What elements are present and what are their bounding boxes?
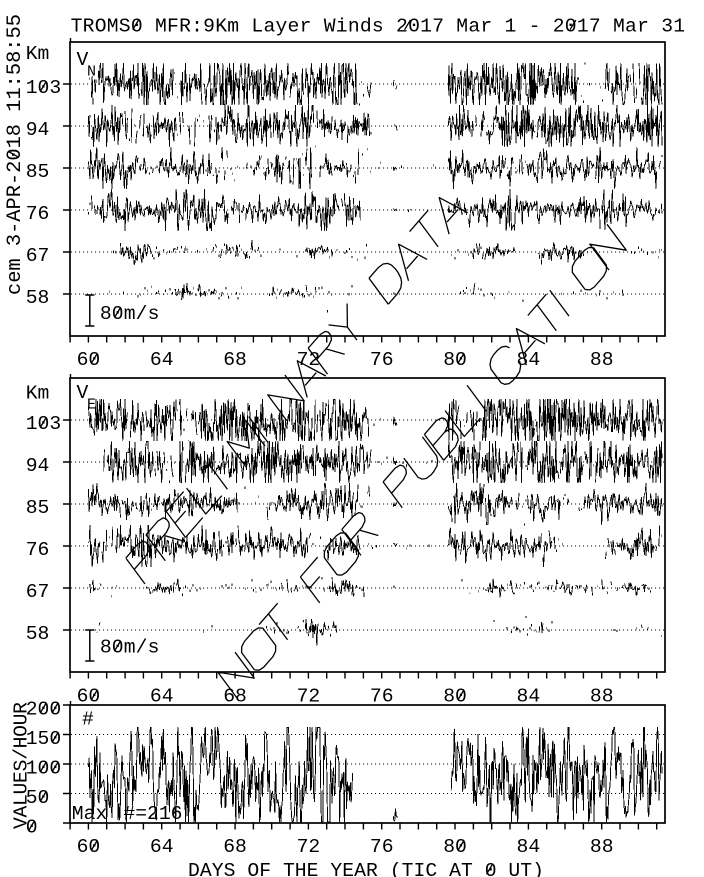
- svg-text:76: 76: [26, 203, 50, 225]
- svg-text:VALUES/HOUR: VALUES/HOUR: [11, 702, 33, 829]
- svg-text:88: 88: [590, 686, 614, 708]
- svg-text:Max: Max: [72, 803, 108, 825]
- svg-text:67: 67: [26, 245, 50, 267]
- svg-text:68: 68: [223, 836, 247, 858]
- svg-text:#: #: [82, 709, 94, 731]
- svg-text:64: 64: [150, 686, 174, 708]
- svg-text:#=216: #=216: [123, 803, 182, 825]
- svg-text:0: 0: [26, 816, 38, 838]
- svg-text:200: 200: [26, 698, 61, 720]
- svg-text:80m/s: 80m/s: [100, 303, 159, 325]
- svg-text:TROMS0 MFR:9Km Layer Winds 201: TROMS0 MFR:9Km Layer Winds 2017 Mar 1 - …: [71, 16, 686, 38]
- svg-text:60: 60: [77, 349, 101, 371]
- svg-text:72: 72: [297, 686, 321, 708]
- svg-text:85: 85: [26, 497, 50, 519]
- svg-text:Km: Km: [26, 43, 50, 65]
- svg-text:150: 150: [26, 728, 61, 750]
- svg-text:50: 50: [26, 787, 50, 809]
- svg-text:72: 72: [297, 349, 321, 371]
- svg-text:100: 100: [26, 757, 61, 779]
- svg-text:76: 76: [370, 349, 394, 371]
- svg-text:68: 68: [223, 349, 247, 371]
- svg-text:64: 64: [150, 836, 174, 858]
- svg-text:80: 80: [443, 349, 467, 371]
- svg-text:58: 58: [26, 287, 50, 309]
- svg-text:80m/s: 80m/s: [100, 637, 159, 659]
- svg-text:60: 60: [77, 836, 101, 858]
- svg-text:67: 67: [26, 581, 50, 603]
- svg-text:88: 88: [590, 836, 614, 858]
- svg-text:94: 94: [26, 119, 50, 141]
- svg-text:V: V: [77, 49, 89, 71]
- svg-text:84: 84: [517, 686, 541, 708]
- svg-text:76: 76: [370, 686, 394, 708]
- svg-text:80: 80: [443, 686, 467, 708]
- svg-text:60: 60: [77, 686, 101, 708]
- svg-text:84: 84: [517, 836, 541, 858]
- svg-text:64: 64: [150, 349, 174, 371]
- svg-text:80: 80: [443, 836, 467, 858]
- svg-text:84: 84: [517, 349, 541, 371]
- svg-text:72: 72: [297, 836, 321, 858]
- svg-text:N: N: [87, 64, 96, 81]
- svg-text:DAYS OF THE YEAR (TIC AT 0 UT): DAYS OF THE YEAR (TIC AT 0 UT): [188, 860, 544, 877]
- svg-text:Km: Km: [26, 383, 50, 405]
- svg-text:103: 103: [26, 413, 61, 435]
- svg-text:103: 103: [26, 77, 61, 99]
- svg-text:68: 68: [223, 686, 247, 708]
- svg-text:V: V: [77, 382, 89, 404]
- svg-text:76: 76: [26, 539, 50, 561]
- svg-text:85: 85: [26, 161, 50, 183]
- svg-text:E: E: [87, 397, 96, 414]
- svg-text:cem 3-APR-2018 11:58:55: cem 3-APR-2018 11:58:55: [4, 14, 27, 295]
- svg-text:94: 94: [26, 455, 50, 477]
- svg-text:58: 58: [26, 623, 50, 645]
- svg-text:76: 76: [370, 836, 394, 858]
- svg-text:88: 88: [590, 349, 614, 371]
